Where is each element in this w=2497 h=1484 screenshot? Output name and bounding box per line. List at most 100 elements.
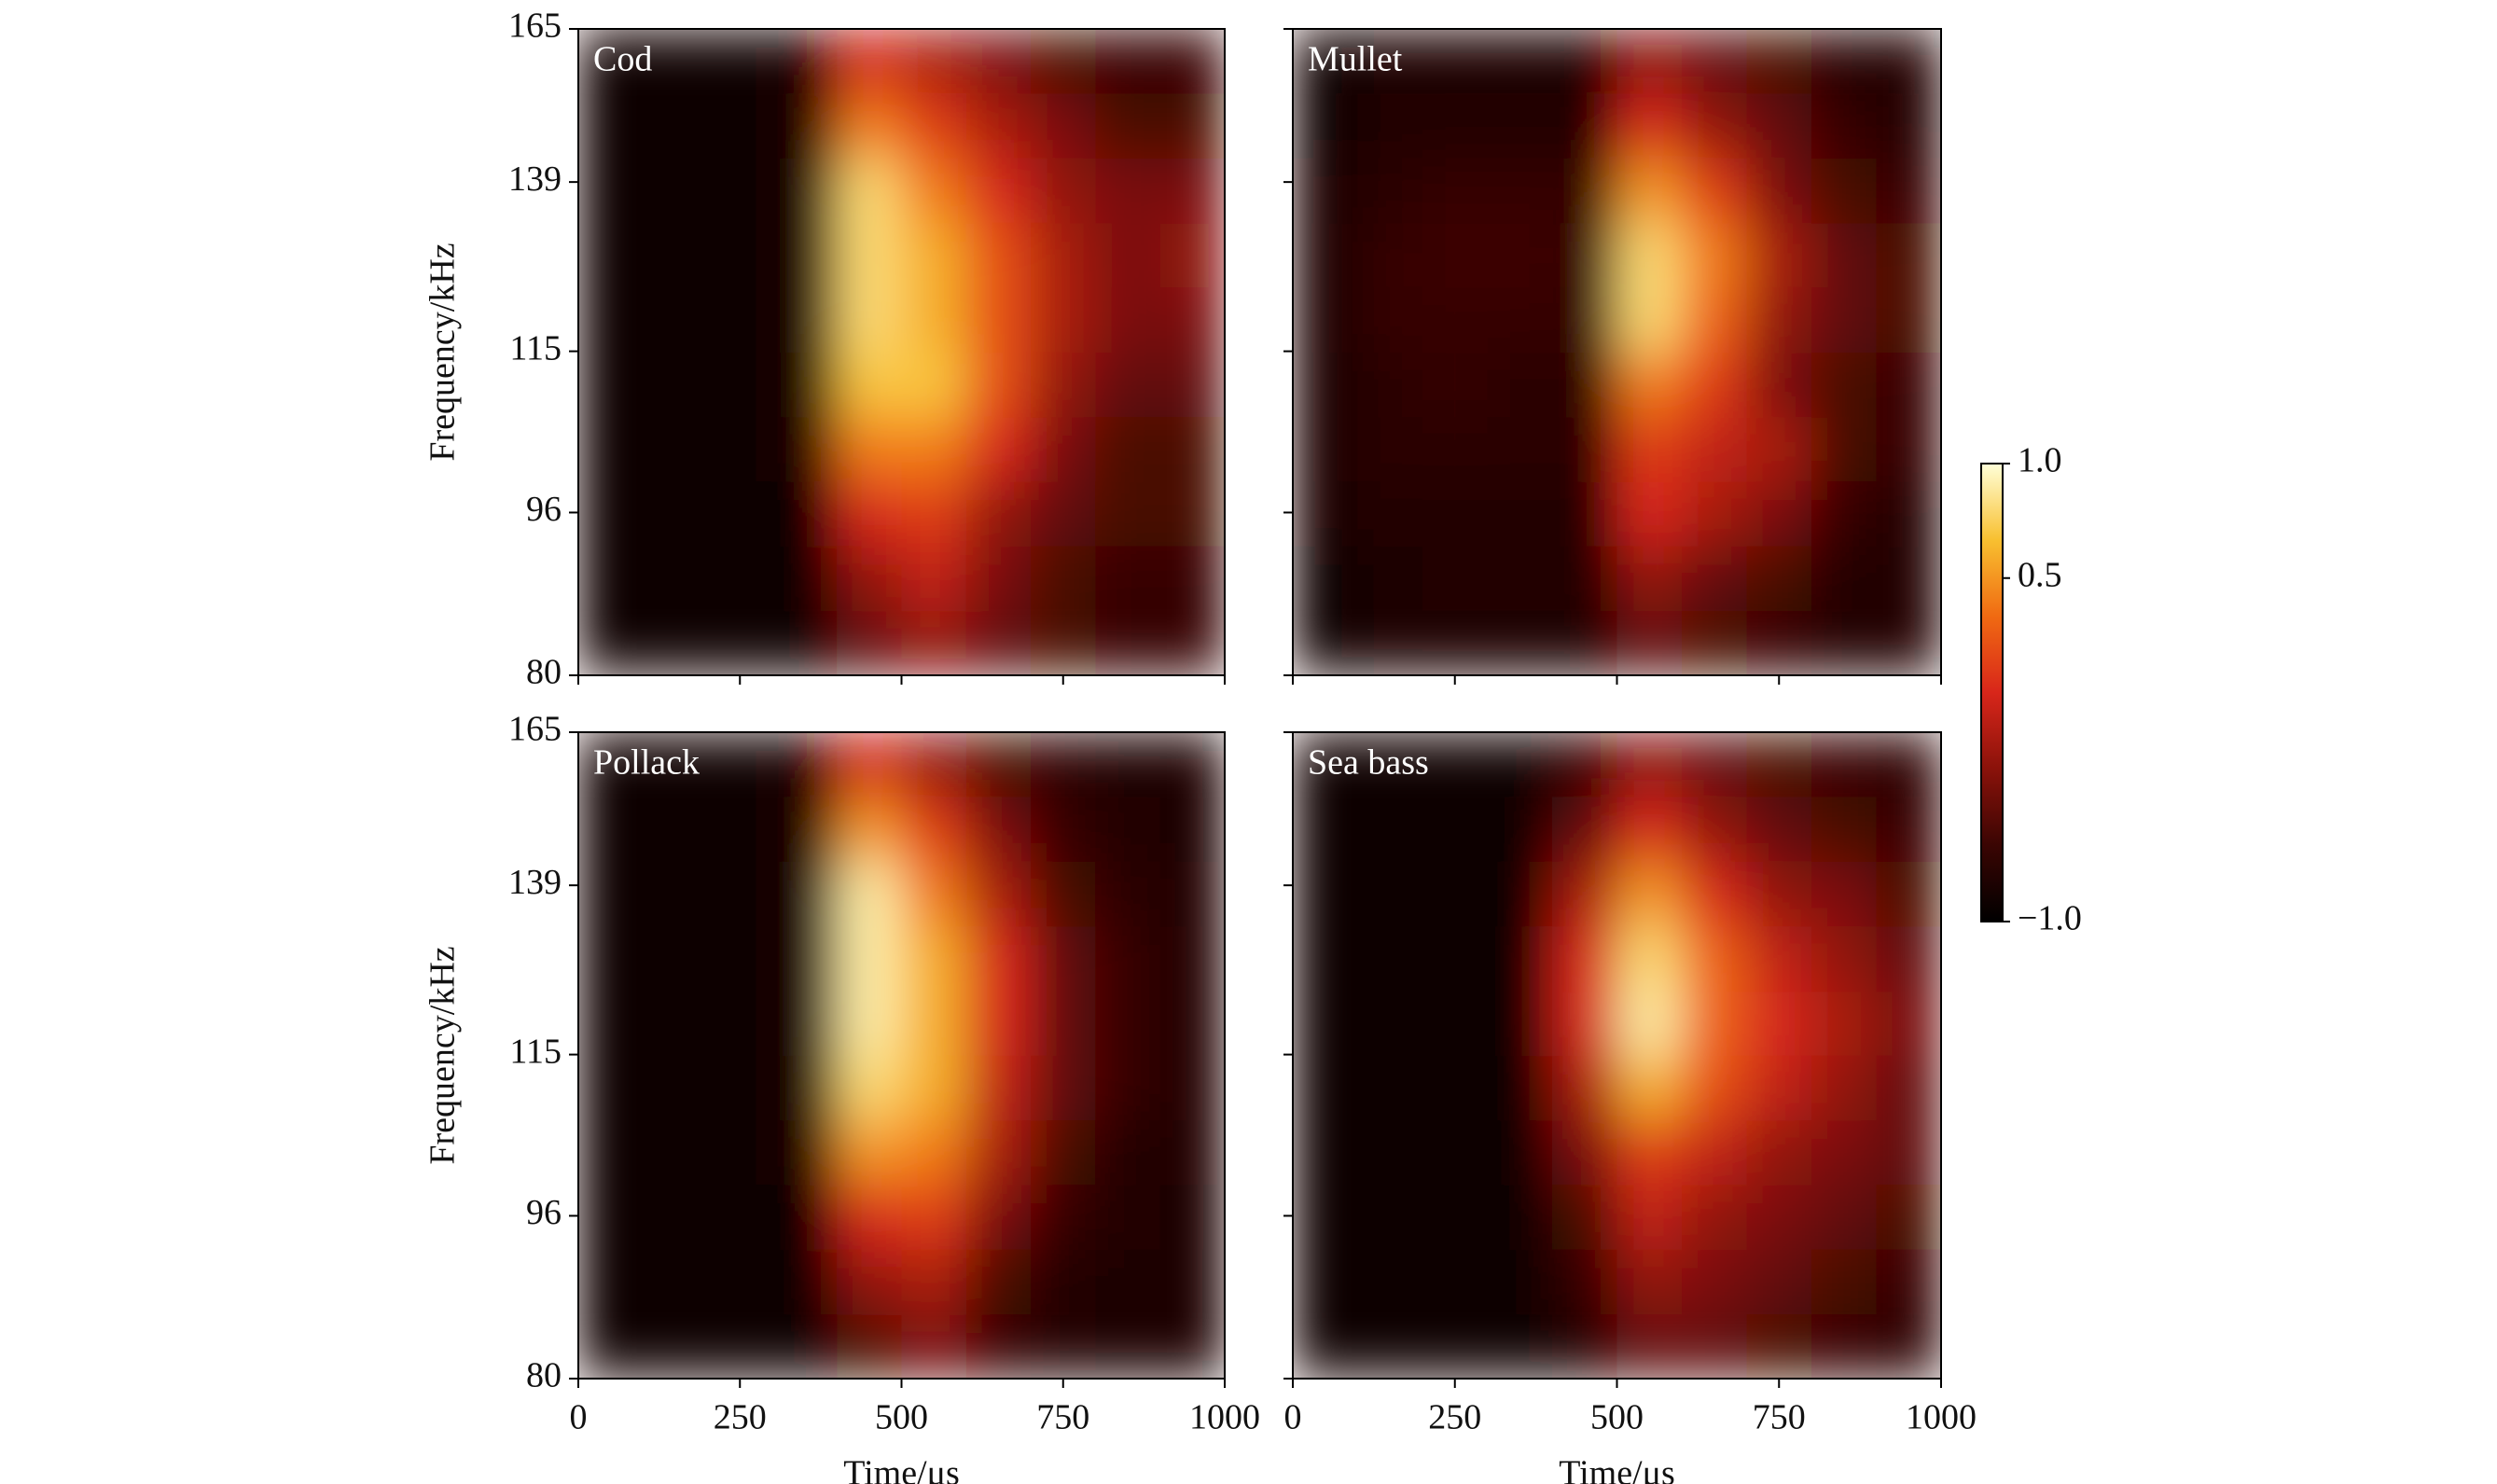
- heatmap-cell: [1876, 222, 1941, 288]
- heatmap-cell: [1616, 1055, 1683, 1121]
- heatmap-cell: [578, 796, 644, 862]
- heatmap-cell: [965, 1119, 1032, 1186]
- heatmap-cell: [837, 1313, 902, 1379]
- heatmap-cell: [707, 861, 773, 927]
- heatmap-cell: [1422, 1313, 1488, 1379]
- heatmap-cell: [837, 1055, 902, 1121]
- heatmap-cell: [837, 732, 902, 797]
- y-tick-label: 80: [526, 653, 562, 692]
- heatmap-cell: [1487, 1313, 1553, 1379]
- heatmap-cell: [578, 158, 644, 224]
- heatmap-cell: [1876, 991, 1941, 1057]
- heatmap-cell: [1422, 796, 1488, 862]
- heatmap-cell: [643, 546, 709, 612]
- heatmap-cell: [1422, 925, 1488, 992]
- heatmap-cell: [578, 1055, 644, 1121]
- heatmap-cell: [578, 610, 644, 675]
- heatmap-cell: [837, 861, 902, 927]
- heatmap-cell: [1746, 222, 1812, 288]
- x-tick-label: 250: [714, 1398, 767, 1437]
- heatmap-cell: [1746, 29, 1812, 94]
- heatmap-cell: [965, 158, 1032, 224]
- heatmap-panel: [1293, 29, 1941, 675]
- heatmap-cell: [1293, 222, 1358, 288]
- heatmap-cell: [707, 416, 773, 482]
- heatmap-cell: [1876, 1055, 1941, 1121]
- x-tick-label: 1000: [1906, 1398, 1977, 1437]
- heatmap-cell: [643, 1055, 709, 1121]
- heatmap-cell: [1031, 1313, 1096, 1379]
- heatmap-cell: [771, 352, 838, 418]
- heatmap-cell: [1552, 480, 1617, 547]
- y-tick-label: 115: [509, 328, 562, 368]
- heatmap-cell: [1876, 546, 1941, 612]
- heatmap-cell: [1811, 1249, 1877, 1315]
- heatmap-cell: [707, 158, 773, 224]
- heatmap-cell: [1031, 1184, 1096, 1250]
- heatmap-cell: [1487, 732, 1553, 797]
- heatmap-cell: [707, 1313, 773, 1379]
- heatmap-cell: [965, 287, 1032, 354]
- heatmap-cell: [837, 29, 902, 94]
- heatmap-cell: [1487, 861, 1553, 927]
- heatmap-cell: [643, 480, 709, 547]
- heatmap-cell: [901, 158, 967, 224]
- heatmap-cell: [1095, 287, 1161, 354]
- heatmap-cell: [837, 222, 902, 288]
- heatmap-cell: [1552, 796, 1617, 862]
- heatmap-cell: [1422, 732, 1488, 797]
- heatmap-cell: [707, 610, 773, 675]
- heatmap-cell: [1811, 222, 1877, 288]
- x-tick-label: 500: [875, 1398, 928, 1437]
- heatmap-cell: [771, 796, 838, 862]
- heatmap-cell: [1095, 1184, 1161, 1250]
- heatmap-cell: [1876, 480, 1941, 547]
- heatmap-cell: [1876, 796, 1941, 862]
- heatmap-cell: [1682, 416, 1747, 482]
- heatmap-cell: [965, 1249, 1032, 1315]
- heatmap-cell: [1095, 1055, 1161, 1121]
- colorbar-tick-label: 0.5: [2018, 555, 2062, 594]
- heatmap-cell: [901, 1184, 967, 1250]
- y-axis-label: Frequency/kHz: [423, 243, 463, 461]
- heatmap-cell: [1357, 1055, 1423, 1121]
- heatmap-cell: [1487, 925, 1553, 992]
- heatmap-cell: [1616, 29, 1683, 94]
- heatmap-cell: [1876, 92, 1941, 159]
- heatmap-cell: [1811, 287, 1877, 354]
- heatmap-cell: [1293, 1184, 1358, 1250]
- heatmap-cell: [707, 796, 773, 862]
- heatmap-cell: [965, 480, 1032, 547]
- heatmap-cell: [1552, 546, 1617, 612]
- y-tick-label: 96: [526, 1193, 562, 1232]
- heatmap-cell: [707, 29, 773, 94]
- heatmap-cell: [771, 92, 838, 159]
- heatmap-cell: [707, 991, 773, 1057]
- heatmap-cell: [837, 480, 902, 547]
- heatmap-cell: [965, 1313, 1032, 1379]
- heatmap-cell: [643, 991, 709, 1057]
- heatmap-cell: [1357, 1249, 1423, 1315]
- heatmap-cell: [1616, 610, 1683, 675]
- heatmap-cell: [707, 1055, 773, 1121]
- heatmap-cell: [1616, 732, 1683, 797]
- heatmap-panel: [578, 29, 1225, 675]
- heatmap-cell: [837, 92, 902, 159]
- heatmap-cell: [771, 29, 838, 94]
- heatmap-cell: [1746, 610, 1812, 675]
- heatmap-cell: [1487, 1055, 1553, 1121]
- heatmap-cell: [1159, 861, 1225, 927]
- heatmap-cell: [1031, 610, 1096, 675]
- heatmap-cell: [837, 158, 902, 224]
- heatmap-cell: [771, 546, 838, 612]
- x-tick-label: 500: [1590, 1398, 1644, 1437]
- heatmap-cell: [1552, 158, 1617, 224]
- y-tick-label: 165: [508, 710, 562, 749]
- heatmap-panel: [578, 732, 1225, 1379]
- y-tick-label: 80: [526, 1356, 562, 1395]
- heatmap-cell: [1682, 352, 1747, 418]
- heatmap-cell: [1031, 1249, 1096, 1315]
- heatmap-cell: [1682, 1249, 1747, 1315]
- heatmap-cell: [1746, 546, 1812, 612]
